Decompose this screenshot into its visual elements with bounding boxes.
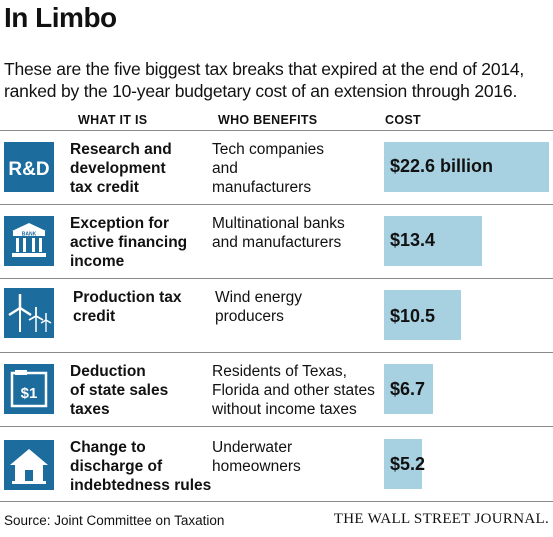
who-text: Multinational banks and manufacturers bbox=[212, 215, 345, 251]
source-note: Source: Joint Committee on Taxation bbox=[4, 513, 225, 528]
icon-label: BANK bbox=[22, 231, 37, 237]
what-text: Research and development tax credit bbox=[70, 141, 172, 196]
divider bbox=[0, 501, 553, 502]
table-row: BANK Exception for active financing inco… bbox=[0, 204, 553, 278]
cost-label: $13.4 bbox=[390, 230, 436, 250]
table-row: R&D Research and development tax credit … bbox=[0, 130, 553, 204]
cost-bar bbox=[384, 439, 422, 489]
bank-icon: BANK bbox=[4, 216, 54, 266]
r-and-d-icon: R&D bbox=[4, 142, 54, 192]
cost-label: $10.5 bbox=[390, 306, 436, 326]
divider bbox=[0, 130, 553, 131]
icon-label: R&D bbox=[8, 159, 49, 180]
cost-bar bbox=[384, 142, 549, 192]
wind-turbine-icon bbox=[4, 288, 54, 338]
cost-label: $6.7 bbox=[390, 379, 426, 399]
divider bbox=[0, 426, 553, 427]
who-text: Tech companies and manufacturers bbox=[212, 141, 325, 196]
who-text: Residents of Texas, Florida and other st… bbox=[212, 363, 375, 418]
header-cost: COST bbox=[385, 113, 421, 127]
divider bbox=[0, 278, 553, 279]
publisher-logo: THE WALL STREET JOURNAL. bbox=[333, 511, 549, 527]
what-text: Production tax credit bbox=[73, 289, 182, 325]
table-row: $1 Deduction of state sales taxes Reside… bbox=[0, 352, 553, 426]
header-who: WHO BENEFITS bbox=[218, 113, 318, 127]
who-text: Underwater homeowners bbox=[212, 439, 301, 475]
cost-bar bbox=[384, 216, 482, 266]
chart-title: In Limbo bbox=[4, 2, 117, 33]
table-row: Change to discharge of indebtedness rule… bbox=[0, 426, 553, 501]
header-what: WHAT IT IS bbox=[78, 113, 148, 127]
what-text: Deduction of state sales taxes bbox=[70, 363, 169, 418]
what-text: Exception for active financing income bbox=[70, 215, 188, 270]
table-row: Production tax credit Wind energy produc… bbox=[0, 278, 553, 352]
cost-bar bbox=[384, 290, 461, 340]
icon-label: $1 bbox=[21, 385, 38, 402]
dollar-register-icon: $1 bbox=[4, 364, 54, 414]
divider bbox=[0, 204, 553, 205]
cost-label: $5.2 bbox=[390, 454, 426, 474]
who-text: Wind energy producers bbox=[215, 289, 303, 325]
cost-bar bbox=[384, 364, 433, 414]
what-text: Change to discharge of indebtedness rule… bbox=[70, 439, 212, 494]
house-icon bbox=[4, 440, 54, 490]
chart-subtitle: These are the five biggest tax breaks th… bbox=[4, 59, 525, 101]
cost-label: $22.6 billion bbox=[390, 156, 494, 176]
divider bbox=[0, 352, 553, 353]
